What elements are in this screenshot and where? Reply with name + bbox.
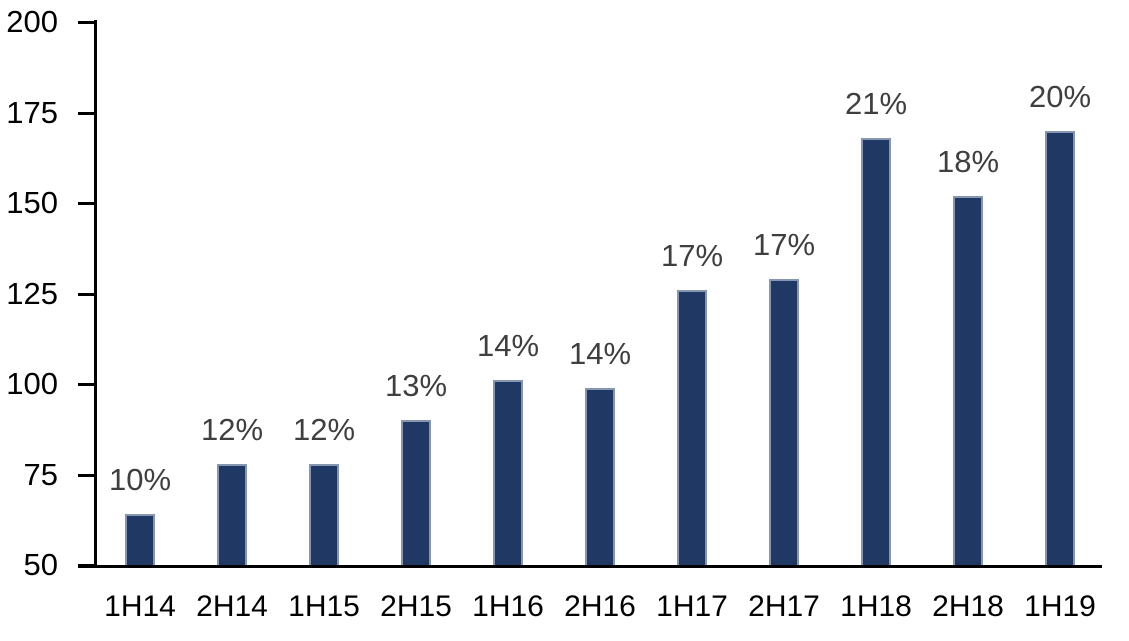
x-axis-tick-label: 1H18 — [840, 590, 912, 623]
bar-column: 20% — [1014, 22, 1106, 565]
bar-2H14 — [217, 463, 247, 565]
bar-data-label: 20% — [1028, 78, 1092, 114]
x-axis-tick-label: 2H18 — [932, 590, 1004, 623]
x-axis-tick-label: 1H14 — [104, 590, 176, 623]
bar-1H14 — [125, 514, 155, 565]
bar-column: 14% — [554, 22, 646, 565]
x-axis-tick-label: 2H16 — [564, 590, 636, 623]
bar-2H17 — [769, 279, 799, 565]
bar-2H18 — [953, 195, 983, 565]
y-axis-tick-label: 125 — [6, 275, 58, 311]
y-axis-tick-label: 150 — [6, 185, 58, 220]
bar-1H15 — [309, 463, 339, 565]
bar-1H17 — [677, 289, 707, 565]
bar-1H16 — [493, 380, 523, 565]
x-axis-tick-label: 2H14 — [196, 590, 268, 623]
bar-1H19 — [1045, 130, 1075, 565]
bar-column: 14% — [462, 22, 554, 565]
bar-data-label: 12% — [200, 411, 264, 447]
y-axis-tick-label: 75 — [23, 456, 58, 492]
bar-column: 12% — [278, 22, 370, 565]
bar-2H15 — [401, 420, 431, 565]
x-axis-tick-label: 1H17 — [656, 590, 728, 623]
bar-data-label: 18% — [936, 143, 1000, 179]
x-axis-line — [78, 565, 1102, 568]
y-axis-tick — [78, 21, 95, 24]
bar-column: 18% — [922, 22, 1014, 565]
bar-column: 21% — [830, 22, 922, 565]
bar-2H16 — [585, 387, 615, 565]
y-axis-tick — [78, 564, 95, 567]
x-axis-tick-label: 2H17 — [748, 590, 820, 623]
y-axis-tick — [78, 202, 95, 205]
y-axis-tick-label: 200 — [6, 4, 58, 39]
bar-data-label: 12% — [292, 411, 356, 447]
bar-column: 12% — [186, 22, 278, 565]
y-axis-tick — [78, 473, 95, 477]
bar-column: 13% — [370, 22, 462, 565]
bar-data-label: 13% — [384, 368, 448, 404]
y-axis-tick-label: 175 — [6, 94, 58, 130]
bar-data-label: 21% — [844, 85, 908, 121]
x-axis: 1H14 2H14 1H15 2H15 1H16 2H16 1H17 2H17 1H18 2H18… — [94, 590, 1106, 630]
bar-data-label: 14% — [476, 328, 540, 364]
y-axis-line — [94, 20, 97, 568]
bar-column: 17% — [738, 22, 830, 565]
y-axis-tick — [78, 383, 95, 386]
bar-column: 17% — [646, 22, 738, 565]
bar-data-label: 14% — [568, 335, 632, 371]
bar-data-label: 17% — [660, 237, 724, 273]
bar-data-label: 17% — [752, 227, 816, 263]
bar-column: 10% — [94, 22, 186, 565]
x-axis-tick-label: 2H15 — [380, 590, 452, 623]
y-axis-tick — [78, 111, 95, 115]
bar-data-label: 10% — [108, 462, 172, 498]
plot-area: 10% 12% 12% 13% 14% 14% 17% 17% 21% 18% 20% — [94, 22, 1106, 565]
y-axis-tick-label: 50 — [23, 547, 58, 582]
x-axis-tick-label: 1H15 — [288, 590, 360, 623]
y-axis-tick — [78, 292, 95, 296]
x-axis-tick-label: 1H19 — [1024, 590, 1096, 623]
x-axis-tick-label: 1H16 — [472, 590, 544, 623]
bar-1H18 — [861, 137, 891, 565]
y-axis-tick-label: 100 — [6, 366, 58, 401]
